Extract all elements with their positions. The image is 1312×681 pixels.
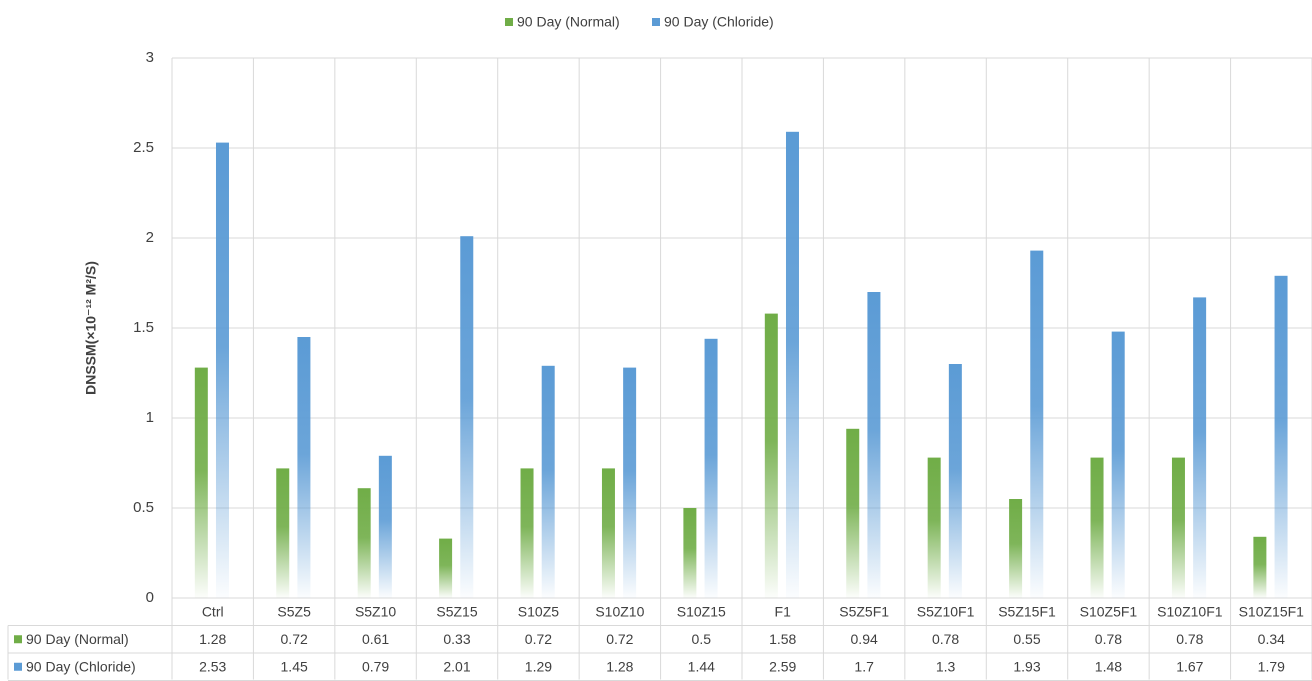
bar <box>1030 250 1044 598</box>
bar <box>1253 536 1267 598</box>
y-axis-label: DNSSM(×10⁻¹² M²/S) <box>83 261 99 395</box>
table-value: 1.79 <box>1258 658 1285 674</box>
x-tick-label: S10Z10F1 <box>1157 603 1223 619</box>
table-value: 0.72 <box>606 631 633 647</box>
y-tick-label: 1 <box>146 409 154 426</box>
bar <box>215 142 229 598</box>
x-tick-label: S5Z10 <box>355 603 396 619</box>
x-tick-label: S5Z15 <box>436 603 477 619</box>
table-row-label: 90 Day (Normal) <box>26 631 129 647</box>
legend-swatch <box>652 18 660 26</box>
x-tick-label: S10Z15 <box>677 603 726 619</box>
legend-label: 90 Day (Chloride) <box>664 14 774 30</box>
table-value: 1.58 <box>769 631 796 647</box>
bar <box>439 538 453 598</box>
bar <box>357 488 371 598</box>
table-value: 0.72 <box>525 631 552 647</box>
bar <box>297 337 311 598</box>
legend-swatch <box>505 18 513 26</box>
bar <box>948 364 962 598</box>
bar <box>785 131 799 599</box>
table-value: 0.78 <box>1176 631 1203 647</box>
y-tick-label: 3 <box>146 49 154 66</box>
table-value: 1.7 <box>854 658 874 674</box>
bar <box>704 338 718 598</box>
table-key <box>14 662 22 671</box>
bar <box>764 313 778 598</box>
table-value: 1.29 <box>525 658 552 674</box>
y-tick-label: 0 <box>146 589 154 606</box>
table-value: 1.28 <box>199 631 226 647</box>
table-key <box>14 635 22 644</box>
y-tick-label: 1.5 <box>133 319 154 336</box>
table-value: 1.45 <box>281 658 308 674</box>
bar <box>541 365 555 598</box>
bar <box>1274 275 1288 598</box>
table-value: 0.78 <box>1095 631 1122 647</box>
x-tick-label: S10Z10 <box>595 603 644 619</box>
table-value: 1.93 <box>1013 658 1040 674</box>
bar <box>601 468 615 598</box>
x-tick-label: Ctrl <box>202 603 224 619</box>
bar <box>460 236 474 598</box>
x-tick-label: S10Z15F1 <box>1239 603 1305 619</box>
bar <box>378 455 392 598</box>
table-value: 1.48 <box>1095 658 1122 674</box>
x-tick-label: S5Z5F1 <box>839 603 889 619</box>
y-tick-label: 0.5 <box>133 499 154 516</box>
bar <box>1193 297 1207 598</box>
table-value: 0.33 <box>443 631 470 647</box>
table-value: 0.94 <box>851 631 878 647</box>
x-tick-label: S10Z5 <box>518 603 559 619</box>
table-value: 2.01 <box>443 658 470 674</box>
x-tick-label: S10Z5F1 <box>1080 603 1138 619</box>
table-value: 2.59 <box>769 658 796 674</box>
table-value: 0.79 <box>362 658 389 674</box>
table-value: 0.34 <box>1258 631 1285 647</box>
bar <box>623 367 637 598</box>
x-tick-label: S5Z5 <box>277 603 311 619</box>
table-value: 2.53 <box>199 658 226 674</box>
bar <box>846 428 860 598</box>
bar <box>867 292 881 598</box>
table-value: 0.5 <box>692 631 712 647</box>
x-tick-label: S5Z10F1 <box>917 603 975 619</box>
table-value: 0.61 <box>362 631 389 647</box>
bar <box>276 468 290 598</box>
bar <box>1090 457 1104 598</box>
y-tick-label: 2 <box>146 229 154 246</box>
bar <box>1171 457 1185 598</box>
table-value: 0.55 <box>1013 631 1040 647</box>
table-row-label: 90 Day (Chloride) <box>26 658 136 674</box>
bar <box>683 508 697 598</box>
bar <box>520 468 534 598</box>
bar <box>1009 499 1023 598</box>
table-value: 0.72 <box>281 631 308 647</box>
table-value: 1.28 <box>606 658 633 674</box>
x-tick-label: F1 <box>775 603 792 619</box>
legend-label: 90 Day (Normal) <box>517 14 620 30</box>
table-value: 0.78 <box>932 631 959 647</box>
table-value: 1.44 <box>688 658 715 674</box>
bar <box>194 367 208 598</box>
table-value: 1.3 <box>936 658 956 674</box>
bar <box>1111 331 1125 598</box>
y-tick-label: 2.5 <box>133 139 154 156</box>
bar <box>927 457 941 598</box>
table-value: 1.67 <box>1176 658 1203 674</box>
x-tick-label: S5Z15F1 <box>998 603 1056 619</box>
